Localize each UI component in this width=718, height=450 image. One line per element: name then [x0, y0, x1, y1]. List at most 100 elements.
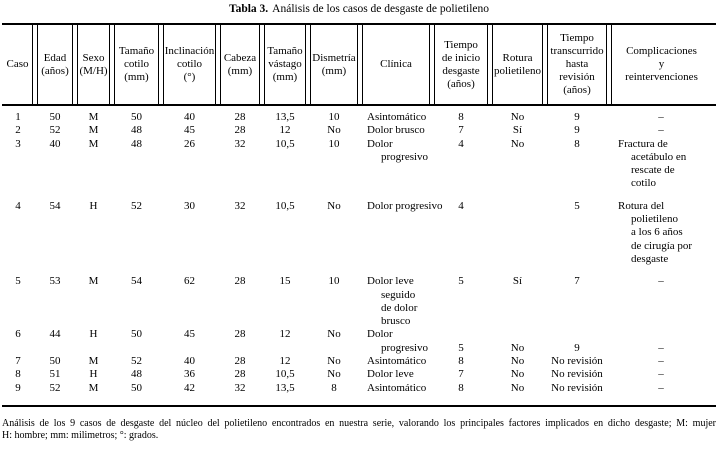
- column-header-5: Inclinación cotilo (°): [163, 25, 216, 104]
- table-cell: No: [327, 368, 341, 381]
- table-cell: 40: [49, 137, 61, 150]
- table-cell: Sí: [512, 124, 523, 137]
- table-cell: No revisión: [551, 381, 603, 394]
- table-cell: No: [327, 355, 341, 368]
- table-cell: M: [88, 111, 99, 123]
- table-cell: 32: [234, 199, 246, 212]
- table-cell: –: [658, 124, 664, 137]
- table-cell: Asintomático: [367, 111, 427, 123]
- table-row-4: 4 54 H 52 30 32 10,5 No Dolor progresivo 4 5 Rotura…: [2, 200, 716, 266]
- table-cell: 40: [184, 111, 195, 123]
- table-cell: 51: [49, 368, 61, 381]
- table-cell: M: [88, 124, 99, 137]
- table-cell: No: [510, 137, 525, 150]
- table-cell: No: [510, 368, 525, 381]
- table-cell: No: [510, 355, 525, 368]
- table-cell: 5: [458, 341, 464, 354]
- table-cell: 45: [184, 124, 195, 137]
- table-cell: Dolor leve: [367, 368, 414, 381]
- table-cell: –: [658, 111, 664, 123]
- table-cell: 28: [234, 275, 246, 288]
- table-cell: 52: [131, 199, 142, 212]
- table-cell: Dolor progresivo: [367, 137, 429, 163]
- table-cell: 9: [574, 124, 580, 137]
- table-cell: 50: [49, 355, 61, 368]
- table-cell: No: [510, 111, 525, 123]
- table-cell: No: [327, 124, 341, 137]
- table-cell: –: [658, 275, 664, 288]
- table-cell: 10: [328, 111, 340, 123]
- table-cell: 53: [49, 275, 61, 288]
- table-cell: 28: [234, 368, 246, 381]
- table-cell: 6: [15, 328, 21, 341]
- table-cell: Sí: [512, 275, 523, 288]
- table-cell: 7: [15, 355, 21, 368]
- table-title-text: Análisis de los casos de desgaste de pol…: [272, 3, 490, 15]
- table-cell: 52: [131, 355, 142, 368]
- table-cell: No: [510, 341, 525, 354]
- column-header-11: Rotura polietileno: [492, 25, 543, 104]
- table-cell: 4: [458, 137, 464, 150]
- table-cell: 10: [328, 275, 340, 288]
- table-cell: 12: [279, 328, 291, 341]
- table-row-7: 7 50 M 52 40 28 12 No Asintomático 8 No No revisión…: [2, 355, 716, 368]
- table-cell: Rotura del polietileno a los 6 años de c…: [618, 199, 693, 265]
- table-cell: 5: [458, 275, 464, 288]
- table-cell: 32: [234, 137, 246, 150]
- column-header-3: Sexo (M/H): [77, 25, 110, 104]
- header-bottom-rule: [2, 104, 716, 106]
- table-cell: 28: [234, 124, 246, 137]
- table-cell: 54: [131, 275, 142, 288]
- table-cell: 8: [331, 381, 337, 394]
- table-row-2: 2 52 M 48 45 28 12 No Dolor brusco 7 Sí 9 –: [2, 124, 716, 137]
- table-cell: 28: [234, 355, 246, 368]
- table-cell: No revisión: [551, 355, 603, 368]
- table-row-9: 9 52 M 50 42 32 13,5 8 Asintomático 8 No No revisió…: [2, 382, 716, 395]
- table-cell: 12: [279, 355, 291, 368]
- column-header-10: Tiempo de inicio desgaste (años): [434, 25, 488, 104]
- table-cell: M: [88, 275, 99, 288]
- table-cell: M: [88, 137, 99, 150]
- table-cell: 28: [234, 111, 246, 123]
- table-cell: 50: [49, 111, 61, 123]
- table-cell: M: [88, 355, 99, 368]
- table-title-label: Tabla 3.: [228, 3, 269, 15]
- table-cell: H: [89, 328, 98, 341]
- table-cell: 62: [184, 275, 195, 288]
- table-cell: –: [658, 368, 664, 381]
- table-cell: 2: [15, 124, 21, 137]
- table-cell: H: [89, 199, 98, 212]
- table-bottom-rule: [2, 404, 716, 407]
- table-cell: 52: [49, 124, 61, 137]
- table-row-5: 5 53 M 54 62 28 15 10 Dolor leve seguido de dolo…: [2, 275, 716, 328]
- footnote-line-2: H: hombre; mm: milimetros; °: grados.: [2, 430, 159, 442]
- column-header-9: Clínica: [362, 25, 430, 104]
- column-header-8: Dismetría (mm): [310, 25, 358, 104]
- table-cell: H: [89, 368, 98, 381]
- table-cell: 9: [574, 341, 580, 354]
- table-cell: 36: [184, 368, 195, 381]
- table-cell: Dolor progresivo: [367, 328, 429, 354]
- table-cell: 10,5: [275, 368, 295, 381]
- table-cell: 7: [574, 275, 580, 288]
- table-cell: 10: [328, 137, 340, 150]
- column-header-1: Caso: [3, 25, 33, 104]
- table-row-1: 1 50 M 50 40 28 13,5 10 Asintomático 8 No 9 –: [2, 111, 716, 124]
- table-cell: 13,5: [275, 381, 295, 394]
- table-cell: 9: [15, 381, 21, 394]
- table-cell: Asintomático: [367, 355, 427, 368]
- table-cell: 7: [458, 124, 464, 137]
- table-cell: Fractura de acetábulo en rescate de coti…: [618, 137, 687, 190]
- table-cell: 52: [49, 381, 61, 394]
- table-cell: Dolor progresivo: [367, 199, 443, 212]
- table-header-row: Caso Edad (años) Sexo (M/H) Tamaño cotilo (…: [2, 25, 716, 104]
- table-cell: 8: [458, 355, 464, 368]
- table-row-6: 6 44 H 50 45 28 12 No Dolor progresivo 5 No 9 –: [2, 328, 716, 355]
- column-header-4: Tamaño cotilo (mm): [114, 25, 159, 104]
- table-cell: No: [510, 381, 525, 394]
- table-cell: No: [327, 199, 341, 212]
- table-cell: M: [88, 381, 99, 394]
- table-cell: 15: [279, 275, 291, 288]
- table-cell: 30: [184, 199, 195, 212]
- table-cell: 26: [184, 137, 195, 150]
